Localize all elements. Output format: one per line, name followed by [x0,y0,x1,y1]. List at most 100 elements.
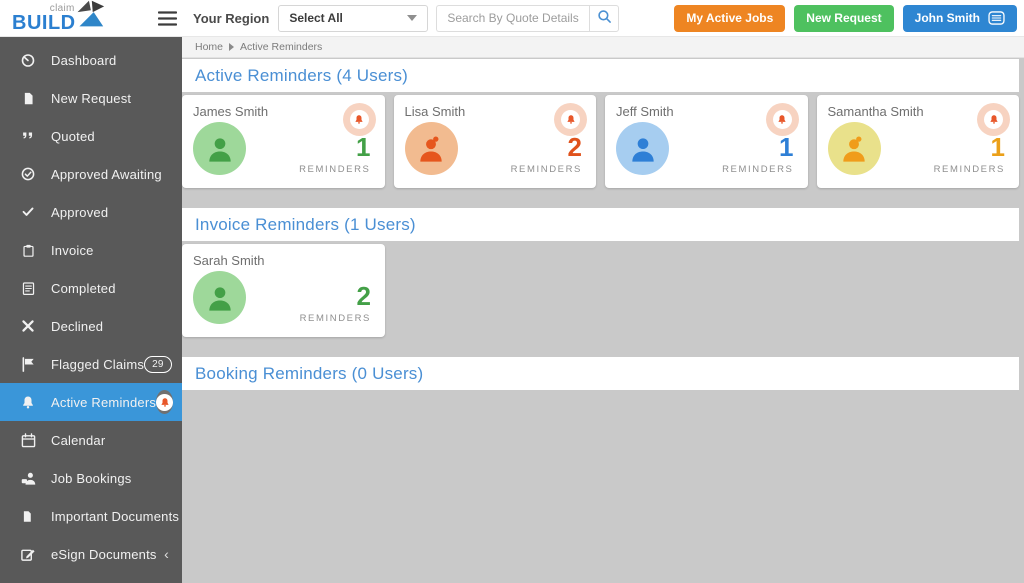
bell-icon [561,110,580,129]
app-logo: claim BUILD [0,0,146,34]
my-active-jobs-label: My Active Jobs [686,11,774,25]
check-icon [19,206,37,219]
sidebar-item-label: Job Bookings [51,470,132,486]
bell-icon [772,110,792,129]
sidebar-item-label: Active Reminders [51,394,157,410]
breadcrumb-home[interactable]: Home [195,41,224,53]
sidebar-item-quoted[interactable]: Quoted [0,117,182,155]
bell-badge[interactable] [342,103,376,136]
reminder-card-jeff-smith[interactable]: Jeff Smith 1 REMINDERS [605,95,808,188]
count-block: 2 REMINDERS [300,283,374,324]
reminder-card-sarah-smith[interactable]: Sarah Smith 2 REMINDERS [182,244,385,337]
sidebar-item-important-documents[interactable]: Important Documents [0,497,182,535]
avatar [193,271,246,324]
reminder-count-label: REMINDERS [722,164,794,175]
doc-lines-icon [19,281,37,296]
x-icon [19,319,37,333]
sidebar-item-dashboard[interactable]: Dashboard [0,41,182,79]
notification-circle [156,390,174,414]
clock-check-icon [19,166,37,182]
sidebar-item-label: New Request [51,90,132,106]
sidebar-item-label: Invoice [51,242,94,258]
sidebar-item-label: Flagged Claims [51,356,145,372]
region-select[interactable]: Select All [278,4,429,32]
user-name-label: John Smith [914,11,980,25]
sidebar-item-declined[interactable]: Declined [0,307,182,345]
section-title: Active Reminders (4 Users) [195,65,409,85]
chevron-down-icon [407,15,418,21]
reminder-card-james-smith[interactable]: James Smith 1 REMINDERS [182,95,385,188]
content: Active Reminders (4 Users) James Smith 1… [182,58,1024,393]
chevron-left-icon: ‹ [164,546,169,562]
sidebar-item-active-reminders[interactable]: Active Reminders [0,383,182,421]
new-request-button[interactable]: New Request [794,4,894,32]
bell-icon [349,110,369,129]
avatar [193,122,246,175]
reminder-count-label: REMINDERS [299,313,371,324]
breadcrumb-current: Active Reminders [240,41,323,53]
sidebar-item-label: Important Documents [51,508,180,524]
pen-square-icon [19,547,37,562]
user-briefcase-icon [19,471,37,486]
user-menu-button[interactable]: John Smith [902,4,1017,32]
avatar [404,122,458,175]
section-header-booking-reminders-0-users: Booking Reminders (0 Users) [182,357,1019,390]
sidebar-item-flagged-claims[interactable]: Flagged Claims 29 [0,345,182,383]
card-user-name: Samantha Smith [827,104,924,119]
count-block: 1 REMINDERS [934,134,1008,175]
sidebar-item-invoice[interactable]: Invoice [0,231,182,269]
reminder-count: 1 [990,132,1005,162]
sidebar-item-new-request[interactable]: New Request [0,79,182,117]
region-label: Your Region [193,10,270,26]
count-block: 1 REMINDERS [299,134,373,175]
bell-icon [156,393,174,411]
count-block: 1 REMINDERS [722,134,796,175]
search-button[interactable] [589,4,620,32]
sidebar-item-approved-awaiting[interactable]: Approved Awaiting [0,155,182,193]
section-header-active-reminders-4-users: Active Reminders (4 Users) [182,59,1019,92]
topbar: claim BUILD Your Region Select All My Ac… [0,0,1024,37]
card-body: 1 REMINDERS [616,122,797,175]
breadcrumb-arrow-icon [229,43,235,51]
card-user-name: Jeff Smith [616,104,674,119]
sidebar-item-label: Calendar [51,432,106,448]
quote-search-input[interactable] [436,4,590,32]
card-user-name: James Smith [193,104,269,119]
search-icon [597,9,612,27]
sidebar-item-label: Dashboard [51,52,117,68]
reminder-card-samantha-smith[interactable]: Samantha Smith 1 REMINDERS [816,95,1019,188]
section-title: Invoice Reminders (1 Users) [195,214,416,234]
sidebar-item-job-bookings[interactable]: Job Bookings [0,459,182,497]
sidebar-item-calendar[interactable]: Calendar [0,421,182,459]
hamburger-menu-icon[interactable] [158,10,177,26]
sidebar-item-completed[interactable]: Completed [0,269,182,307]
reminder-count-label: REMINDERS [933,164,1005,175]
bell-badge[interactable] [554,103,587,136]
reminder-card-lisa-smith[interactable]: Lisa Smith 2 REMINDERS [393,95,596,188]
section-title: Booking Reminders (0 Users) [195,363,424,383]
reminder-count: 2 [356,281,371,311]
sidebar-item-approved[interactable]: Approved [0,193,182,231]
bell-badge[interactable] [977,103,1010,136]
card-grid: James Smith 1 REMINDERS Lisa Smith 2 REM… [182,95,1019,188]
bell-badge[interactable] [765,103,799,136]
my-active-jobs-button[interactable]: My Active Jobs [674,4,786,32]
bell-icon [984,110,1003,129]
card-body: 1 REMINDERS [193,122,374,175]
file-plus-icon [19,91,37,106]
region-select-value: Select All [289,11,343,25]
card-body: 1 REMINDERS [827,122,1009,175]
sidebar-item-esign-documents[interactable]: eSign Documents ‹ [0,535,182,573]
sidebar-item-label: Approved Awaiting [51,166,162,182]
card-body: 2 REMINDERS [193,271,374,324]
logo-claim-text: claim [49,2,75,14]
card-body: 2 REMINDERS [404,122,586,175]
quote-search-group [436,4,620,32]
avatar [616,122,669,175]
flag-icon [19,356,37,372]
count-block: 2 REMINDERS [511,134,585,175]
logo-build-text: BUILD [12,11,76,34]
bell-icon [19,395,37,410]
card-user-name: Sarah Smith [193,253,265,268]
reminder-count-label: REMINDERS [299,164,371,175]
